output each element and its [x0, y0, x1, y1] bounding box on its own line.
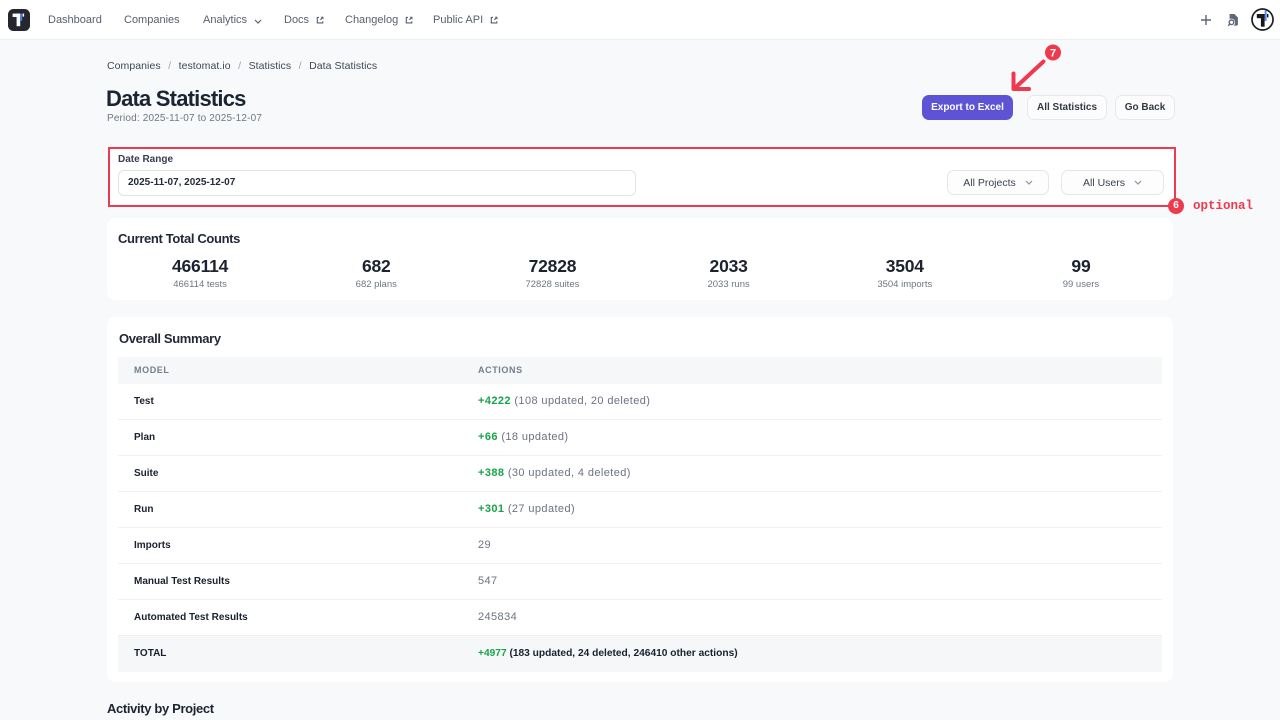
svg-text:7: 7 — [1050, 48, 1056, 60]
